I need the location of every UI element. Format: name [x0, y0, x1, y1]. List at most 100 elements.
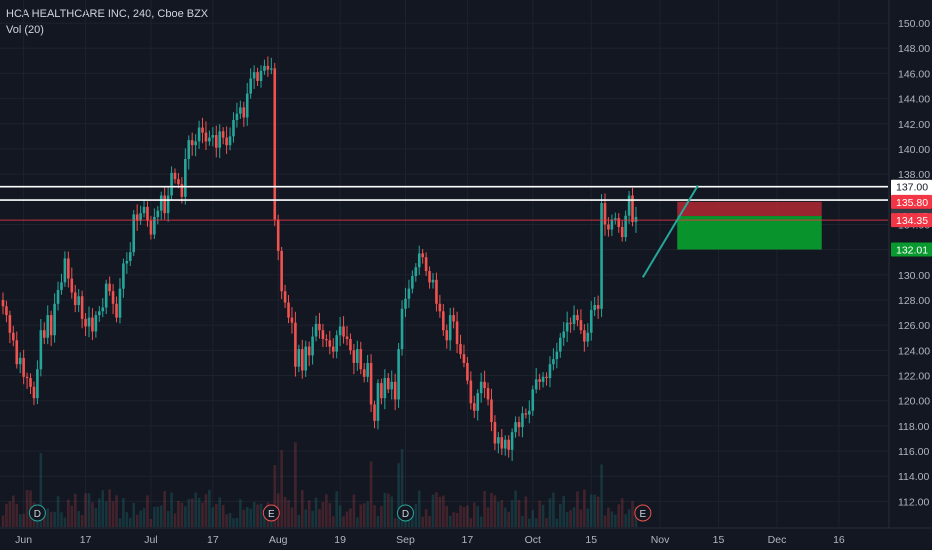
volume-bar: [534, 518, 538, 527]
volume-bar: [325, 494, 328, 527]
candle-body: [565, 322, 569, 332]
volume-bar: [400, 449, 404, 527]
take-profit-zone: [677, 216, 822, 250]
candle-body: [5, 306, 8, 316]
candle-body: [307, 346, 311, 356]
volume-bar: [56, 496, 60, 527]
volume-bar: [287, 500, 290, 527]
volume-bar: [125, 512, 129, 527]
candle-body: [555, 351, 559, 360]
volume-bar: [541, 504, 545, 527]
price-tick-label: 144.00: [898, 94, 930, 106]
volume-bar: [603, 515, 607, 527]
candle-body: [421, 253, 424, 258]
candle-body: [424, 257, 428, 272]
volume-bar: [442, 495, 445, 527]
volume-bar: [249, 508, 252, 527]
volume-bar: [335, 491, 338, 527]
candle-body: [558, 337, 562, 352]
price-tag-label: 137.00: [896, 182, 928, 194]
volume-bar: [620, 498, 624, 527]
candle-body: [318, 323, 321, 331]
candle-body: [194, 141, 197, 146]
volume-bar: [469, 518, 473, 527]
time-tick-label: Oct: [525, 534, 541, 546]
candle-body: [242, 107, 246, 118]
volume-bar: [397, 463, 400, 527]
time-axis[interactable]: Jun 17 Jul 17 Aug 19 Sep 17 Oct 15 Nov 15 Dec 16: [15, 534, 845, 546]
volume-bar: [552, 492, 555, 527]
candle-body: [362, 369, 366, 377]
volume-bar: [493, 495, 497, 527]
candle-body: [617, 218, 621, 227]
candle-body: [596, 305, 600, 309]
candle-body: [163, 195, 166, 214]
candle-body: [589, 310, 593, 333]
marker-circle: [634, 504, 652, 522]
volume-bar: [490, 492, 493, 527]
candle-body: [125, 260, 129, 264]
candle-body: [170, 172, 173, 196]
volume-bar: [438, 496, 442, 527]
time-tick-label: 17: [462, 534, 474, 546]
volume-bar: [538, 500, 541, 527]
volume-bar: [187, 499, 191, 527]
dividend-marker: D: [396, 504, 414, 522]
candle-body: [497, 437, 500, 444]
volume-bar: [245, 507, 249, 527]
volume-bar: [524, 496, 528, 527]
price-tick-label: 120.00: [898, 396, 930, 408]
price-lines[interactable]: [0, 184, 888, 278]
stop-loss-zone: [677, 201, 822, 217]
candle-body: [290, 317, 294, 323]
candle-body: [94, 315, 98, 332]
candle-body: [166, 195, 170, 214]
volume-bar: [197, 497, 201, 527]
candle-body: [469, 380, 473, 404]
candle-body: [397, 349, 400, 400]
volume-bar: [25, 489, 29, 527]
candle-body: [620, 226, 624, 238]
volume-bar: [304, 509, 308, 527]
candle-body: [479, 381, 483, 394]
volume-bar: [98, 498, 101, 527]
volume-bar: [328, 503, 332, 527]
volume-bar: [22, 513, 25, 527]
candle-body: [149, 220, 153, 235]
candle-body: [614, 218, 617, 220]
time-tick-label: Jun: [15, 534, 32, 546]
candle-body: [239, 107, 242, 114]
candle-body: [442, 311, 445, 331]
candle-body: [177, 179, 180, 185]
candle-body: [91, 317, 94, 332]
volume-bar: [600, 464, 603, 527]
candle-body: [46, 315, 50, 338]
position-zones[interactable]: [677, 201, 822, 250]
candle-body: [373, 404, 376, 421]
volume-bar: [424, 509, 428, 527]
volume-bar: [256, 504, 259, 527]
volume-bar: [617, 504, 621, 527]
volume-bar: [414, 504, 418, 527]
candle-body: [627, 195, 631, 216]
price-tick-label: 128.00: [898, 295, 930, 307]
volume-bar: [252, 501, 256, 527]
price-axis[interactable]: 112.00 114.00 116.00 118.00 120.00 122.00 124.…: [898, 18, 930, 508]
volume-bar: [156, 506, 160, 527]
volume-bars: [1, 442, 638, 527]
candle-body: [359, 349, 363, 370]
candle-body: [507, 439, 510, 450]
candle-body: [352, 350, 356, 363]
volume-bar: [111, 501, 115, 527]
price-tag: [891, 213, 932, 228]
candle-body: [132, 214, 136, 253]
candle-body: [624, 215, 627, 238]
volume-bar: [627, 509, 631, 527]
candle-body: [356, 349, 359, 363]
time-tick-label: Aug: [269, 534, 288, 546]
volume-bar: [479, 516, 483, 527]
price-tick-label: 146.00: [898, 68, 930, 80]
volume-bar: [548, 498, 552, 527]
